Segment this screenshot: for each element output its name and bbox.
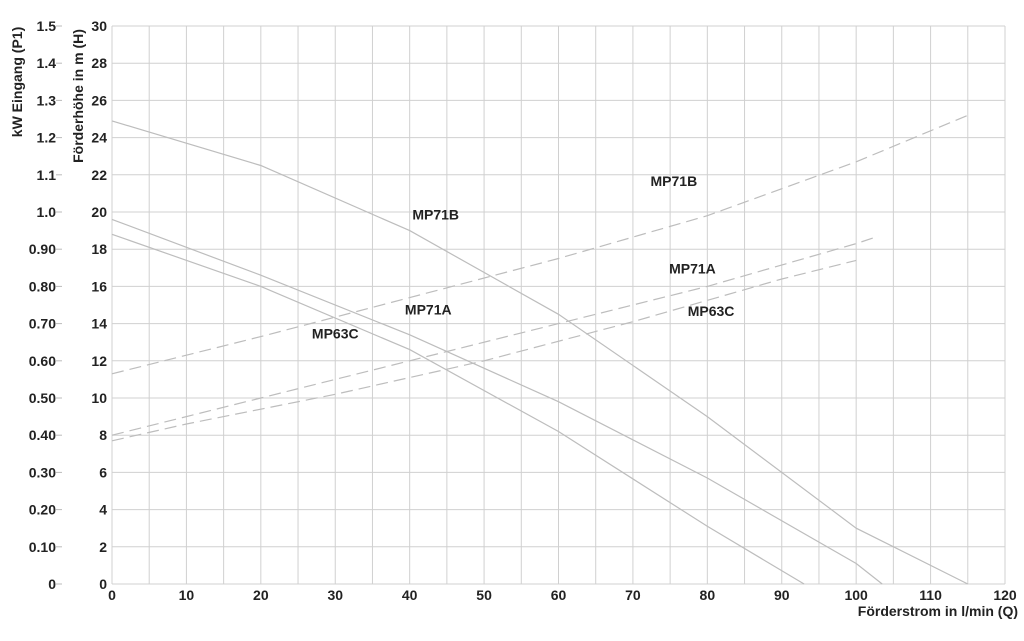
power-tick-label: 0.90 [29,241,56,257]
flow-axis-title: Förderstrom in l/min (Q) [858,603,1018,619]
head-tick-label: 30 [91,18,107,34]
x-tick-label: 40 [402,587,418,603]
series-mp63c-head-curve [111,233,805,585]
head-tick-label: 14 [91,316,107,332]
series-mp71b-head-curve [111,120,969,585]
series-mp63c-power-curve [111,259,857,442]
head-axis-title: Förderhöhe in m (H) [70,29,86,163]
head-tick-label: 10 [91,390,107,406]
power-tick-label: 1.5 [37,18,57,34]
head-tick-label: 16 [91,278,107,294]
head-tick-label: 26 [91,92,107,108]
x-tick-label: 70 [625,587,641,603]
x-tick-label: 120 [993,587,1017,603]
x-tick-label: 30 [327,587,343,603]
power-tick-label: 1.4 [37,55,57,71]
curve-label-mp71a: MP71A [405,301,452,317]
x-tick-label: 60 [551,587,567,603]
power-tick-label: 0 [48,576,56,592]
head-tick-label: 20 [91,204,107,220]
power-tick-label: 1.0 [37,204,57,220]
x-tick-label: 90 [774,587,790,603]
head-tick-label: 0 [99,576,107,592]
power-axis-title: kW Eingang (P1) [9,27,25,137]
power-tick-label: 1.2 [37,130,57,146]
power-tick-label: 0.70 [29,316,56,332]
series-mp71a-head-curve [111,218,883,585]
head-tick-label: 28 [91,55,107,71]
curve-label-mp71b: MP71B [412,206,459,222]
head-tick-label: 4 [99,502,107,518]
head-tick-label: 18 [91,241,107,257]
series-layer [111,114,969,585]
power-tick-label: 0.60 [29,353,56,369]
power-tick-label: 0.40 [29,427,56,443]
curve-label-mp71a: MP71A [669,260,716,276]
power-tick-label: 0.80 [29,278,56,294]
power-tick-label: 0.20 [29,502,56,518]
series-mp71b-power-curve [111,114,969,375]
x-tick-label: 100 [844,587,868,603]
power-tick-label: 0.30 [29,464,56,480]
x-tick-label: 110 [919,587,942,603]
head-tick-label: 8 [99,427,107,443]
gridlines [56,25,1006,585]
x-tick-label: 20 [253,587,269,603]
curve-label-mp71b: MP71B [651,173,698,189]
power-tick-label: 1.1 [37,167,57,183]
head-tick-label: 2 [99,539,107,555]
head-tick-label: 24 [91,130,107,146]
head-tick-label: 22 [91,167,107,183]
power-tick-label: 1.3 [37,92,57,108]
power-tick-label: 0.10 [29,539,56,555]
x-tick-label: 80 [700,587,716,603]
curve-label-mp63c: MP63C [688,303,735,319]
x-tick-label: 50 [476,587,492,603]
head-tick-label: 12 [91,353,107,369]
tick-labels: 0 10 20 30 40 50 60 70 80 90 100 110 120024681012141… [29,18,1017,603]
power-tick-label: 0.50 [29,390,56,406]
x-tick-label: 10 [179,587,195,603]
curve-label-mp63c: MP63C [312,325,359,341]
x-tick-label: 0 [108,587,116,603]
head-tick-label: 6 [99,464,107,480]
curve-labels: MP71B MP71A MP63C MP71B MP71A MP63C [312,173,734,342]
series-mp71a-power-curve [111,235,879,436]
